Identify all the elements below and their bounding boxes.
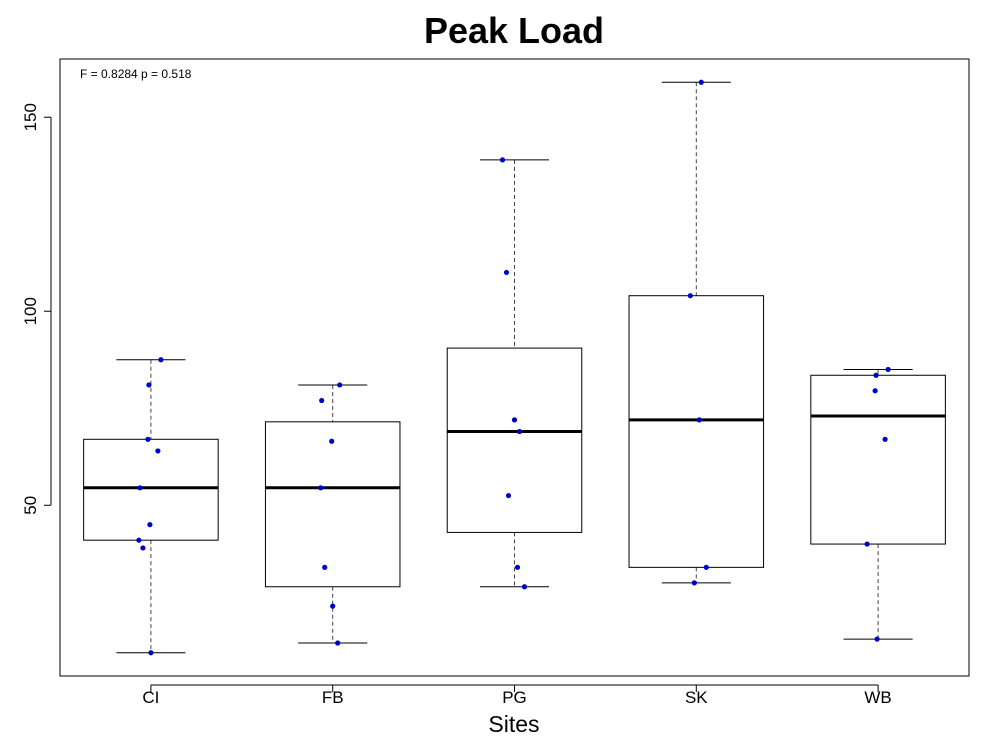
iqr-box <box>810 374 946 545</box>
data-point <box>145 436 151 442</box>
data-point <box>140 545 146 551</box>
data-point <box>318 485 324 491</box>
data-point <box>329 438 335 444</box>
iqr-box <box>446 347 583 533</box>
data-point <box>514 564 521 570</box>
y-tick-label: 100 <box>21 297 40 325</box>
data-point <box>873 372 879 378</box>
data-point <box>511 417 518 423</box>
data-point <box>687 293 693 299</box>
data-point <box>335 640 341 646</box>
data-point <box>147 522 153 528</box>
iqr-box <box>264 421 401 588</box>
x-axis: CI FB PG SK WB <box>142 684 892 707</box>
data-point <box>872 388 878 394</box>
points-group <box>136 79 891 656</box>
plot-frame <box>59 58 970 677</box>
data-point <box>136 537 142 543</box>
data-point <box>322 564 328 570</box>
data-point <box>882 436 888 442</box>
box-pg <box>446 159 583 588</box>
data-point <box>330 603 336 609</box>
data-point <box>521 584 528 590</box>
data-point <box>337 382 343 388</box>
iqr-box <box>83 438 219 541</box>
x-tick-label-pg: PG <box>502 688 527 707</box>
stats-annotation: F = 0.8284 p = 0.518 <box>80 67 192 81</box>
data-point <box>319 397 325 404</box>
boxes-group <box>83 81 946 654</box>
data-point <box>698 79 704 85</box>
x-tick-label-ci: CI <box>142 688 159 707</box>
y-tick-label: 50 <box>21 496 40 515</box>
data-point <box>516 428 523 435</box>
data-point <box>499 157 506 163</box>
box-fb <box>264 384 401 644</box>
data-point <box>503 269 510 276</box>
data-point <box>874 636 880 642</box>
data-point <box>148 650 154 656</box>
data-point <box>158 357 164 363</box>
y-axis: 50 100 150 <box>21 103 52 515</box>
data-point <box>146 382 152 388</box>
box-wb <box>810 368 946 640</box>
box-ci <box>83 359 219 654</box>
data-point <box>703 564 709 570</box>
data-point <box>505 492 512 499</box>
data-point <box>137 485 143 491</box>
x-axis-title: Sites <box>488 711 539 737</box>
data-point <box>155 448 161 454</box>
box-sk <box>628 81 765 584</box>
data-point <box>696 417 702 423</box>
chart-title: Peak Load <box>424 10 604 51</box>
data-point <box>864 541 870 547</box>
x-tick-label-fb: FB <box>322 688 344 707</box>
x-tick-label-sk: SK <box>685 688 708 707</box>
data-point <box>885 366 891 373</box>
iqr-box <box>628 295 765 568</box>
y-tick-label: 150 <box>21 103 40 131</box>
data-point <box>691 580 697 586</box>
x-tick-label-wb: WB <box>864 688 891 707</box>
